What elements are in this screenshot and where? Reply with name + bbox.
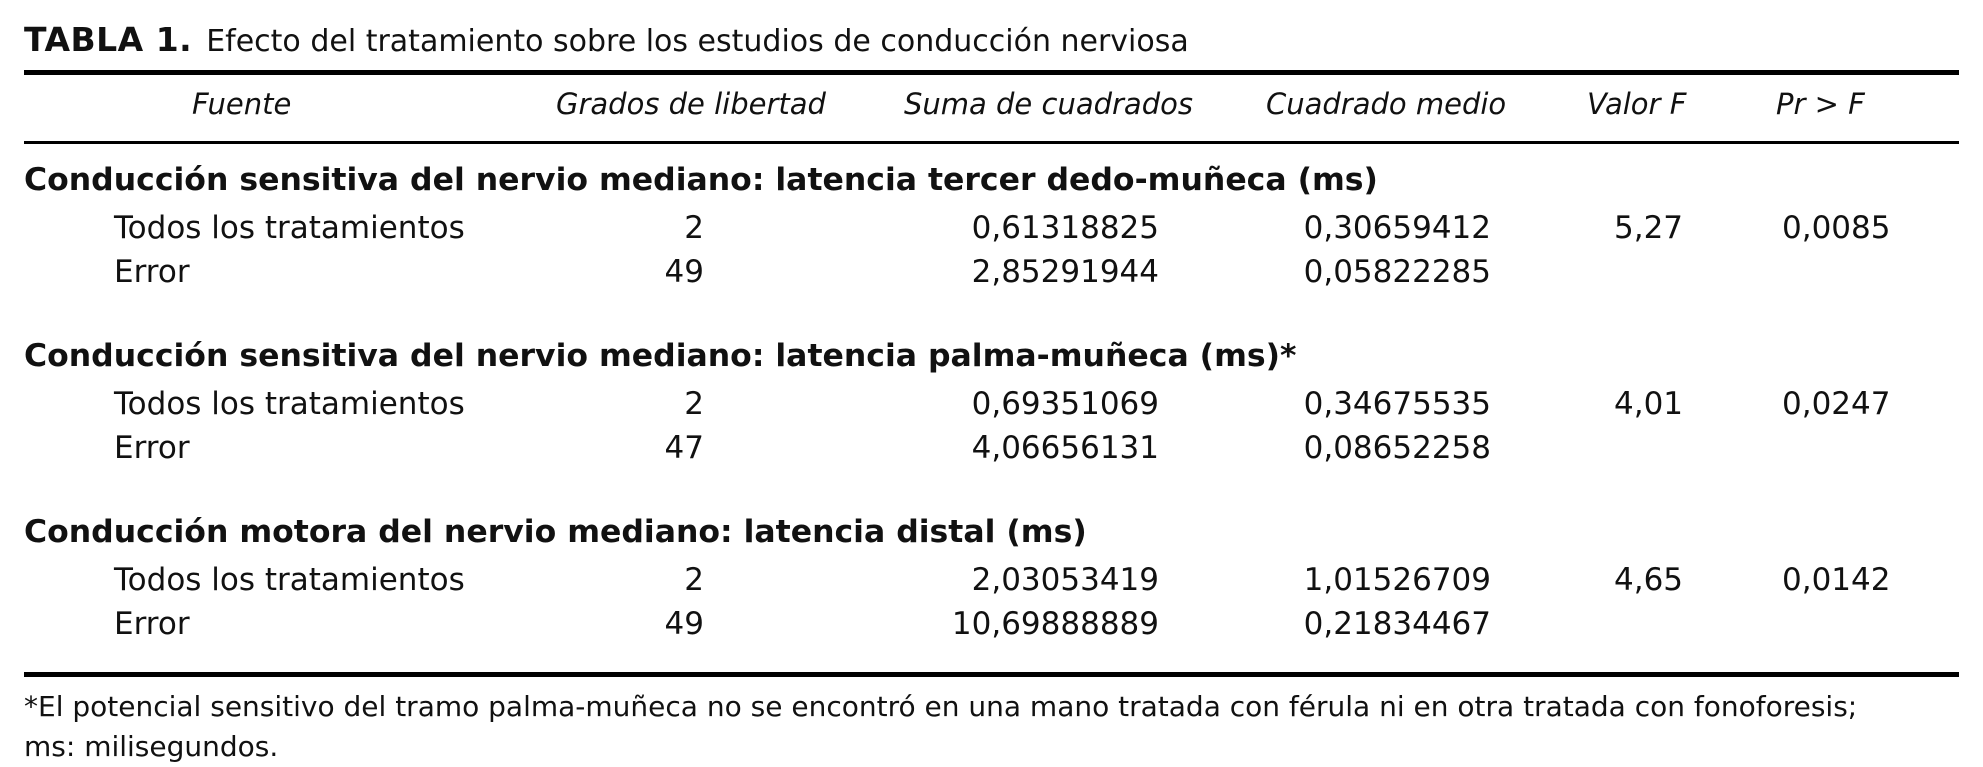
table-section: Conducción sensitiva del nervio mediano:… — [24, 144, 1959, 320]
cell-cuadrado-medio: 0,05822285 — [1303, 254, 1491, 290]
cell-cuadrado-medio: 0,34675535 — [1303, 386, 1491, 422]
cell-grados-de-libertad: 2 — [684, 386, 704, 422]
cell-valor-f: 5,27 — [1614, 210, 1684, 246]
table-document: TABLA 1. Efecto del tratamiento sobre lo… — [24, 14, 1959, 767]
cell-cuadrado-medio: 0,08652258 — [1303, 430, 1491, 466]
table-title: Efecto del tratamiento sobre los estudio… — [206, 24, 1189, 59]
cell-grados-de-libertad: 49 — [664, 254, 704, 290]
footnote-line: ms: milisegundos. — [24, 730, 279, 763]
cell-suma-de-cuadrados: 2,85291944 — [971, 254, 1159, 290]
section-title: Conducción motora del nervio mediano: la… — [24, 514, 1087, 550]
cell-fuente: Error — [114, 430, 190, 466]
table-row: Todos los tratamientos 2 2,03053419 1,01… — [24, 558, 1959, 602]
cell-grados-de-libertad: 2 — [684, 562, 704, 598]
column-header-suma-de-cuadrados: Suma de cuadrados — [904, 87, 1193, 121]
column-header-fuente: Fuente — [192, 87, 292, 121]
cell-cuadrado-medio: 0,21834467 — [1303, 606, 1491, 642]
column-header-grados-de-libertad: Grados de libertad — [556, 87, 826, 121]
cell-valor-f: 4,01 — [1614, 386, 1684, 422]
cell-fuente: Error — [114, 606, 190, 642]
cell-cuadrado-medio: 1,01526709 — [1303, 562, 1491, 598]
column-header-pr-f: Pr > F — [1776, 87, 1865, 121]
section-title: Conducción sensitiva del nervio mediano:… — [24, 338, 1297, 374]
top-rule — [24, 70, 1959, 75]
header-rule — [24, 141, 1959, 144]
column-header-row: Fuente Grados de libertad Suma de cuadra… — [24, 75, 1959, 141]
table-row: Todos los tratamientos 2 0,69351069 0,34… — [24, 382, 1959, 426]
cell-fuente: Todos los tratamientos — [114, 562, 465, 598]
table-row: Error 49 10,69888889 0,21834467 — [24, 602, 1959, 646]
cell-cuadrado-medio: 0,30659412 — [1303, 210, 1491, 246]
column-header-valor-f: Valor F — [1587, 87, 1687, 121]
cell-suma-de-cuadrados: 2,03053419 — [971, 562, 1159, 598]
cell-fuente: Error — [114, 254, 190, 290]
cell-valor-f: 4,65 — [1614, 562, 1684, 598]
cell-suma-de-cuadrados: 4,06656131 — [971, 430, 1159, 466]
cell-fuente: Todos los tratamientos — [114, 210, 465, 246]
table-row: Error 49 2,85291944 0,05822285 — [24, 250, 1959, 294]
table-footnote: *El potencial sensitivo del tramo palma-… — [24, 677, 1959, 767]
cell-grados-de-libertad: 2 — [684, 210, 704, 246]
cell-fuente: Todos los tratamientos — [114, 386, 465, 422]
cell-suma-de-cuadrados: 0,69351069 — [971, 386, 1159, 422]
cell-grados-de-libertad: 49 — [664, 606, 704, 642]
table-section: Conducción sensitiva del nervio mediano:… — [24, 320, 1959, 496]
cell-suma-de-cuadrados: 10,69888889 — [951, 606, 1159, 642]
cell-pr-f: 0,0247 — [1782, 386, 1891, 422]
cell-grados-de-libertad: 47 — [664, 430, 704, 466]
section-title: Conducción sensitiva del nervio mediano:… — [24, 162, 1378, 198]
table-label: TABLA 1. — [24, 20, 193, 59]
bottom-rule — [24, 672, 1959, 677]
table-row: Todos los tratamientos 2 0,61318825 0,30… — [24, 206, 1959, 250]
table-row: Error 47 4,06656131 0,08652258 — [24, 426, 1959, 470]
cell-suma-de-cuadrados: 0,61318825 — [971, 210, 1159, 246]
footnote-line: *El potencial sensitivo del tramo palma-… — [24, 690, 1858, 723]
column-header-cuadrado-medio: Cuadrado medio — [1266, 87, 1507, 121]
cell-pr-f: 0,0085 — [1782, 210, 1891, 246]
table-caption: TABLA 1. Efecto del tratamiento sobre lo… — [24, 14, 1959, 70]
table-section: Conducción motora del nervio mediano: la… — [24, 496, 1959, 672]
cell-pr-f: 0,0142 — [1782, 562, 1891, 598]
